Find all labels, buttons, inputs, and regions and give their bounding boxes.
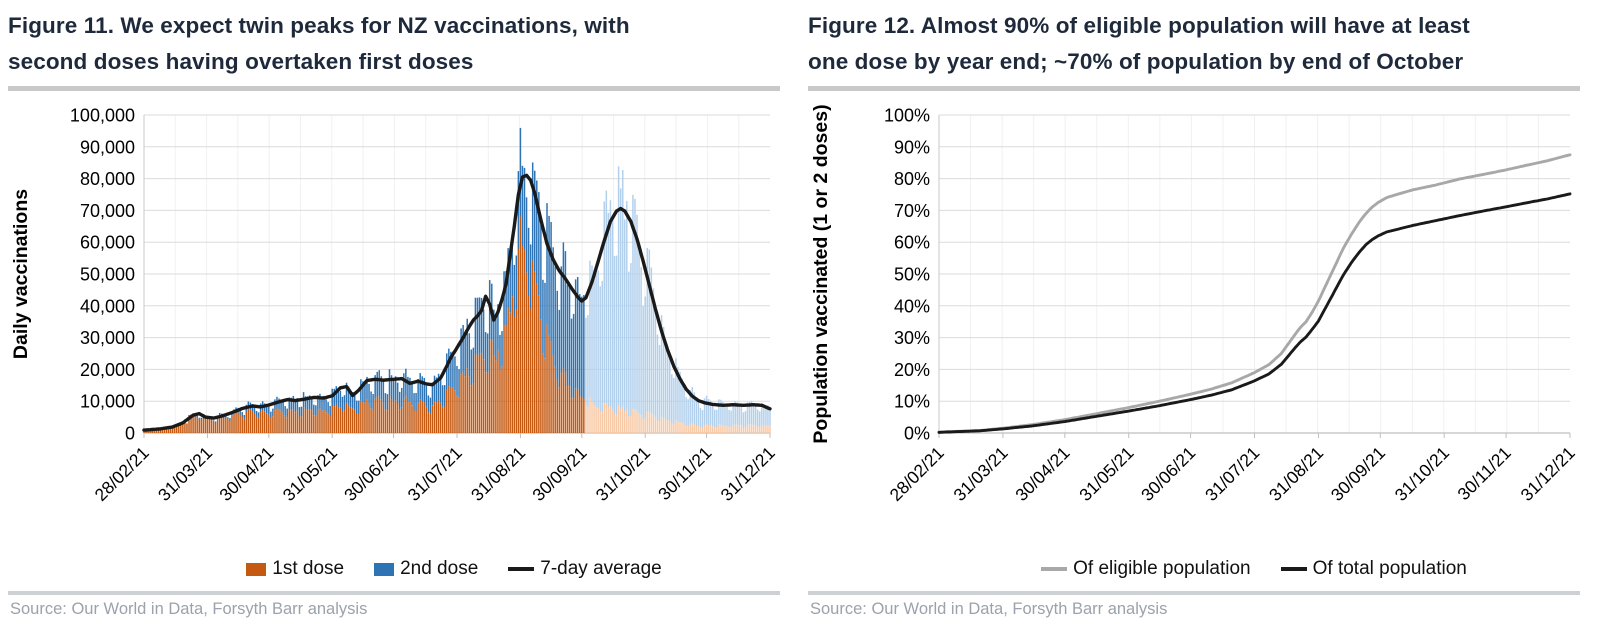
- figure-11-panel: Figure 11. We expect twin peaks for NZ v…: [8, 6, 780, 619]
- figure-12-title-line2: one dose by year end; ~70% of population…: [808, 49, 1464, 74]
- legend-item-7-day-average: 7-day average: [508, 558, 662, 580]
- figure-12-panel: Figure 12. Almost 90% of eligible popula…: [808, 6, 1580, 619]
- figure-11-title: Figure 11. We expect twin peaks for NZ v…: [8, 8, 780, 80]
- figure-11-legend: 1st dose 2nd dose 7-day average: [128, 553, 780, 585]
- svg-text:100,000: 100,000: [70, 106, 135, 126]
- svg-text:Daily vaccinations: Daily vaccinations: [10, 189, 32, 359]
- svg-text:60%: 60%: [894, 233, 930, 253]
- svg-text:31/03/21: 31/03/21: [949, 443, 1011, 505]
- svg-text:30%: 30%: [894, 328, 930, 348]
- legend-item-total-population: Of total population: [1280, 558, 1467, 580]
- svg-text:90%: 90%: [894, 137, 930, 157]
- svg-text:31/05/21: 31/05/21: [279, 443, 341, 505]
- figure-11-title-line2: second doses having overtaken first dose…: [8, 49, 474, 74]
- legend-item-eligible-population: Of eligible population: [1041, 558, 1251, 580]
- svg-text:31/12/21: 31/12/21: [717, 443, 779, 505]
- legend-item-2nd-dose: 2nd dose: [374, 558, 478, 580]
- figure-12-legend: Of eligible population Of total populati…: [928, 553, 1580, 585]
- svg-text:70,000: 70,000: [80, 201, 135, 221]
- svg-text:80%: 80%: [894, 169, 930, 189]
- svg-text:60,000: 60,000: [80, 233, 135, 253]
- figure-12-population-line-chart: 0% 10% 20% 30% 40% 50% 60% 70% 80% 90% 100% 28/02/2…: [810, 104, 1579, 505]
- legend-item-1st-dose: 1st dose: [246, 558, 344, 580]
- svg-text:70%: 70%: [894, 201, 930, 221]
- svg-text:30/09/21: 30/09/21: [1327, 443, 1389, 505]
- figure-12-title-rule: [808, 86, 1580, 91]
- svg-text:31/05/21: 31/05/21: [1075, 443, 1137, 505]
- svg-text:0%: 0%: [904, 424, 930, 444]
- legend-label: 7-day average: [540, 558, 662, 579]
- svg-text:90,000: 90,000: [80, 137, 135, 157]
- svg-text:Population vaccinated (1 or 2: Population vaccinated (1 or 2 doses): [810, 104, 832, 443]
- legend-label: Of total population: [1312, 558, 1467, 579]
- svg-text:10%: 10%: [894, 392, 930, 412]
- svg-text:30/06/21: 30/06/21: [340, 443, 402, 505]
- svg-text:20,000: 20,000: [80, 360, 135, 380]
- legend-label: 2nd dose: [400, 558, 479, 579]
- svg-text:30,000: 30,000: [80, 328, 135, 348]
- svg-text:31/03/21: 31/03/21: [154, 443, 216, 505]
- svg-text:30/04/21: 30/04/21: [215, 443, 277, 505]
- 2nd-dose-swatch-icon: [374, 562, 395, 576]
- figure-11-title-rule: [8, 86, 780, 91]
- svg-text:50%: 50%: [894, 265, 930, 285]
- total-line-swatch-icon: [1280, 567, 1307, 571]
- legend-label: 1st dose: [272, 558, 345, 579]
- svg-text:31/08/21: 31/08/21: [467, 443, 529, 505]
- legend-label: Of eligible population: [1073, 558, 1251, 579]
- svg-text:30/11/21: 30/11/21: [1454, 443, 1515, 504]
- svg-text:30/11/21: 30/11/21: [654, 443, 715, 504]
- average-line-swatch-icon: [508, 567, 535, 571]
- svg-text:100%: 100%: [884, 106, 930, 126]
- svg-text:50,000: 50,000: [80, 265, 135, 285]
- figure-12-title-line1: Figure 12. Almost 90% of eligible popula…: [808, 13, 1470, 38]
- svg-text:28/02/21: 28/02/21: [91, 443, 153, 505]
- svg-text:31/07/21: 31/07/21: [404, 443, 466, 505]
- figure-12-title: Figure 12. Almost 90% of eligible popula…: [808, 8, 1580, 80]
- svg-text:28/02/21: 28/02/21: [886, 443, 948, 505]
- 1st-dose-swatch-icon: [246, 562, 267, 576]
- svg-text:31/08/21: 31/08/21: [1265, 443, 1327, 505]
- svg-text:20%: 20%: [894, 360, 930, 380]
- svg-text:10,000: 10,000: [80, 392, 135, 412]
- figure-11-source: Source: Our World in Data, Forsyth Barr …: [10, 600, 368, 618]
- svg-text:80,000: 80,000: [80, 169, 135, 189]
- svg-text:31/10/21: 31/10/21: [1391, 443, 1453, 505]
- svg-text:30/06/21: 30/06/21: [1137, 443, 1199, 505]
- svg-text:30/04/21: 30/04/21: [1011, 443, 1073, 505]
- svg-text:31/12/21: 31/12/21: [1517, 443, 1579, 505]
- figure-11-footer-rule: [8, 591, 780, 595]
- figure-11-title-line1: Figure 11. We expect twin peaks for NZ v…: [8, 13, 630, 38]
- svg-text:40%: 40%: [894, 296, 930, 316]
- report-figures-page: Figure 11. We expect twin peaks for NZ v…: [8, 6, 1580, 619]
- svg-text:31/07/21: 31/07/21: [1201, 443, 1263, 505]
- svg-text:0: 0: [125, 424, 135, 444]
- figure-11-vaccination-bar-chart: 0 10,000 20,000 30,000 40,000 50,000 60,000 70,…: [10, 106, 779, 506]
- eligible-line-swatch-icon: [1041, 567, 1068, 571]
- svg-text:40,000: 40,000: [80, 296, 135, 316]
- figure-12-footer-rule: [808, 591, 1580, 595]
- figure-12-source: Source: Our World in Data, Forsyth Barr …: [810, 600, 1168, 618]
- svg-text:31/10/21: 31/10/21: [592, 443, 654, 505]
- svg-text:30/09/21: 30/09/21: [528, 443, 590, 505]
